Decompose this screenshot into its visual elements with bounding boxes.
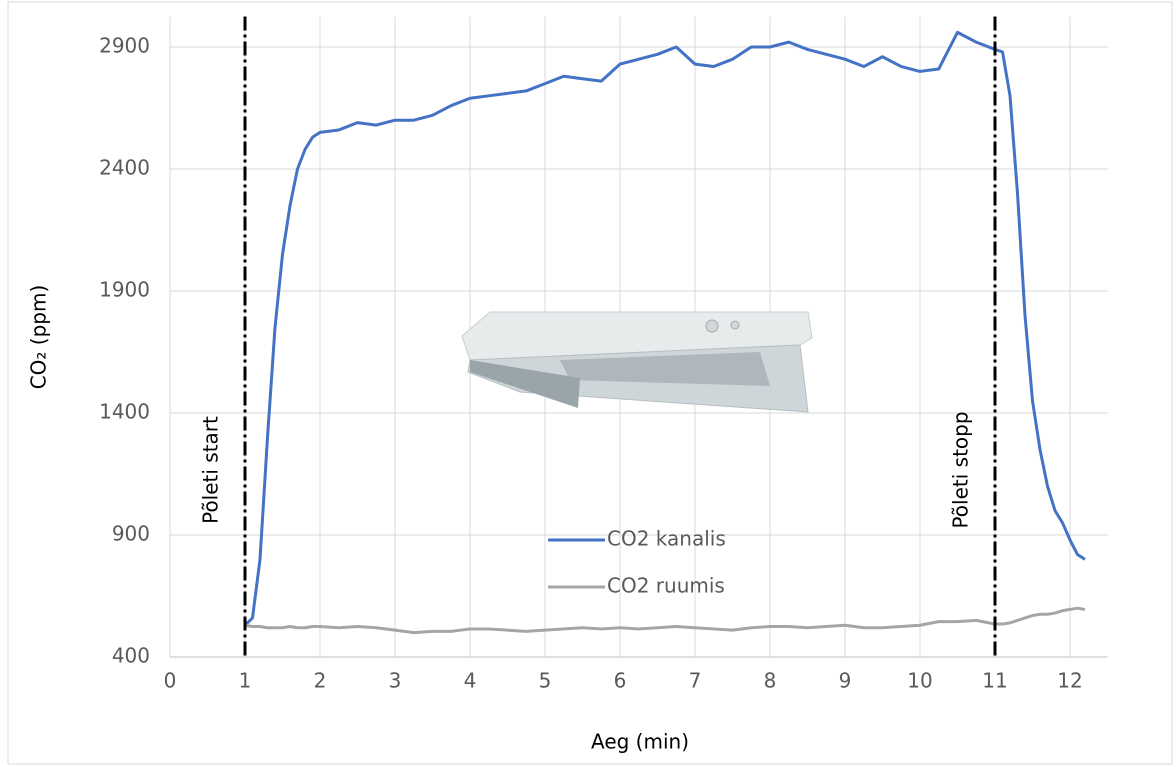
x-tick-label: 7: [689, 669, 702, 693]
hood-filter: [560, 352, 770, 386]
y-tick-label: 1400: [99, 400, 150, 424]
x-tick-label: 1: [239, 669, 252, 693]
x-tick-label: 11: [982, 669, 1007, 693]
x-tick-label: 4: [464, 669, 477, 693]
range-hood-picture: [461, 311, 813, 413]
x-tick-label: 10: [907, 669, 932, 693]
y-tick-label: 2900: [99, 34, 150, 58]
event-label: Põleti stopp: [949, 411, 973, 528]
series-line: [244, 606, 1086, 635]
y-tick-label: 2400: [99, 156, 150, 180]
x-axis-label: Aeg (min): [591, 730, 689, 754]
y-tick-label: 1900: [99, 278, 150, 302]
y-axis-label: CO₂ (ppm): [27, 285, 51, 390]
series-line: [243, 30, 1086, 627]
x-tick-label: 0: [164, 669, 177, 693]
y-tick-label: 400: [112, 644, 150, 668]
hood-knob: [705, 319, 719, 333]
y-tick-label: 900: [112, 522, 150, 546]
x-tick-label: 8: [764, 669, 777, 693]
event-label: Põleti start: [199, 416, 223, 524]
hood-knob: [730, 320, 740, 330]
x-tick-label: 5: [539, 669, 552, 693]
x-tick-label: 6: [614, 669, 627, 693]
x-tick-label: 2: [314, 669, 327, 693]
legend-label: CO2 kanalis: [607, 527, 726, 551]
plot: Põleti start Põleti stopp: [199, 16, 1086, 659]
x-tick-label: 9: [839, 669, 852, 693]
hood-side: [470, 360, 580, 408]
x-tick-label: 12: [1057, 669, 1082, 693]
legend-label: CO2 ruumis: [607, 574, 725, 598]
x-tick-label: 3: [389, 669, 402, 693]
